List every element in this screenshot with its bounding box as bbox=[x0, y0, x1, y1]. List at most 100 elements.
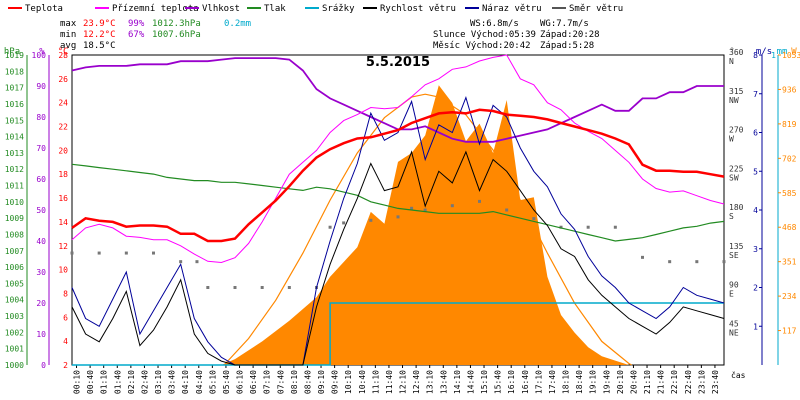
series-wind-direction-point bbox=[206, 286, 210, 289]
tick-c: 14 bbox=[58, 218, 68, 227]
legend-label-srazky: Srážky bbox=[322, 4, 355, 14]
tick-hpa: 1001 bbox=[5, 345, 24, 354]
tick-ms: 8 bbox=[753, 51, 758, 60]
tick-dir-card: E bbox=[729, 290, 734, 299]
tick-time: 17:40 bbox=[548, 370, 557, 394]
tick-pct: 90 bbox=[36, 82, 46, 91]
tick-c: 26 bbox=[58, 75, 68, 84]
tick-dir-deg: 360 bbox=[729, 48, 744, 57]
tick-time: 00:10 bbox=[73, 370, 82, 394]
series-wind-direction-point bbox=[613, 225, 617, 229]
tick-time: 18:10 bbox=[562, 370, 571, 394]
info-ws: WS:6.8m/s bbox=[470, 19, 519, 29]
series-wind-direction-point bbox=[695, 260, 699, 264]
axis-title-dir: ° bbox=[729, 47, 734, 57]
tick-pct: 50 bbox=[36, 206, 46, 215]
tick-time: 20:40 bbox=[629, 370, 638, 394]
tick-mm: 1 bbox=[771, 51, 776, 60]
tick-time: 13:40 bbox=[439, 370, 448, 394]
stat-min-hum: 67% bbox=[128, 30, 145, 40]
axis-title-c: °C bbox=[58, 47, 69, 57]
tick-time: 08:40 bbox=[303, 370, 312, 394]
tick-w: 819 bbox=[782, 120, 797, 129]
tick-ms: 7 bbox=[753, 90, 758, 99]
tick-time: 14:40 bbox=[466, 370, 475, 394]
tick-c: 2 bbox=[63, 361, 68, 370]
tick-hpa: 1006 bbox=[5, 263, 24, 272]
legend: Teplota Přízemní teplota Vlhkost Tlak Srážky… bbox=[8, 4, 623, 14]
series-wind-direction-point bbox=[342, 221, 346, 225]
series-wind-direction-point bbox=[124, 251, 128, 255]
series-wind-direction-point bbox=[668, 260, 672, 264]
tick-hpa: 1019 bbox=[5, 51, 24, 60]
stat-min-press: 1007.6hPa bbox=[152, 30, 201, 40]
tick-time: 15:10 bbox=[480, 370, 489, 394]
tick-dir-deg: 225 bbox=[729, 164, 744, 173]
tick-time: 21:10 bbox=[643, 370, 652, 394]
tick-dir-deg: 45 bbox=[729, 319, 739, 328]
axis-title-ms: m/s bbox=[756, 47, 772, 57]
tick-time: 03:10 bbox=[154, 370, 163, 394]
tick-time: 23:10 bbox=[697, 370, 706, 394]
series-temperature bbox=[71, 108, 725, 243]
tick-time: 19:40 bbox=[602, 370, 611, 394]
tick-hpa: 1007 bbox=[5, 247, 24, 256]
tick-ms: 6 bbox=[753, 129, 758, 138]
tick-hpa: 1008 bbox=[5, 230, 24, 239]
tick-time: 12:10 bbox=[399, 370, 408, 394]
tick-w: 936 bbox=[782, 85, 797, 94]
series-wind-direction-point bbox=[410, 206, 414, 210]
tick-time: 04:40 bbox=[195, 370, 204, 394]
tick-time: 21:40 bbox=[657, 370, 666, 394]
tick-c: 8 bbox=[63, 289, 68, 298]
legend-label-rychlost: Rychlost větru bbox=[380, 4, 456, 14]
series-rain bbox=[72, 302, 724, 366]
info-slunce-zapad: Západ:20:28 bbox=[540, 30, 600, 40]
tick-hpa: 1013 bbox=[5, 149, 24, 158]
stat-avg-temp: 18.5°C bbox=[83, 41, 116, 51]
tick-time: 16:40 bbox=[521, 370, 530, 394]
tick-hpa: 1018 bbox=[5, 67, 24, 76]
tick-time: 05:10 bbox=[208, 370, 217, 394]
tick-dir-card: NW bbox=[729, 96, 739, 105]
tick-pct: 0 bbox=[41, 361, 46, 370]
tick-time: 13:10 bbox=[426, 370, 435, 394]
series-wind-direction-point bbox=[532, 217, 536, 221]
tick-hpa: 1010 bbox=[5, 198, 24, 207]
tick-w: 702 bbox=[782, 154, 797, 163]
tick-w: 585 bbox=[782, 189, 797, 198]
tick-dir-deg: 90 bbox=[729, 281, 739, 290]
tick-c: 4 bbox=[63, 337, 68, 346]
series-wind-direction-point bbox=[70, 251, 74, 255]
tick-time: 03:40 bbox=[168, 370, 177, 394]
tick-time: 08:10 bbox=[290, 370, 299, 394]
legend-label-pocit: Přízemní teplota bbox=[112, 4, 199, 14]
tick-time: 12:40 bbox=[412, 370, 421, 394]
stat-avg-label: avg bbox=[60, 41, 76, 51]
legend-label-tlak: Tlak bbox=[264, 4, 286, 14]
tick-time: 10:40 bbox=[358, 370, 367, 394]
series-wind-direction-point bbox=[641, 255, 644, 259]
tick-time: 14:10 bbox=[453, 370, 462, 394]
axis-title-time: čas bbox=[731, 370, 746, 380]
legend-label-vlhkost: Vlhkost bbox=[202, 4, 240, 14]
tick-dir-card: S bbox=[729, 212, 734, 221]
tick-hpa: 1017 bbox=[5, 84, 24, 93]
tick-time: 16:10 bbox=[507, 370, 516, 394]
tick-dir-card: W bbox=[729, 135, 734, 144]
series-wind-direction-point bbox=[396, 215, 400, 219]
tick-hpa: 1016 bbox=[5, 100, 24, 109]
tick-time: 00:40 bbox=[86, 370, 95, 394]
series-wind-gust bbox=[71, 96, 725, 366]
tick-pct: 40 bbox=[36, 237, 46, 246]
tick-ms: 4 bbox=[753, 206, 758, 215]
tick-hpa: 1003 bbox=[5, 312, 24, 321]
tick-c: 24 bbox=[58, 99, 68, 108]
tick-hpa: 1014 bbox=[5, 133, 24, 142]
tick-ms: 3 bbox=[753, 245, 758, 254]
series-wind-direction-point bbox=[195, 260, 199, 264]
stat-max-label: max bbox=[60, 19, 77, 29]
stat-min-label: min bbox=[60, 30, 76, 40]
tick-time: 23:40 bbox=[711, 370, 720, 394]
